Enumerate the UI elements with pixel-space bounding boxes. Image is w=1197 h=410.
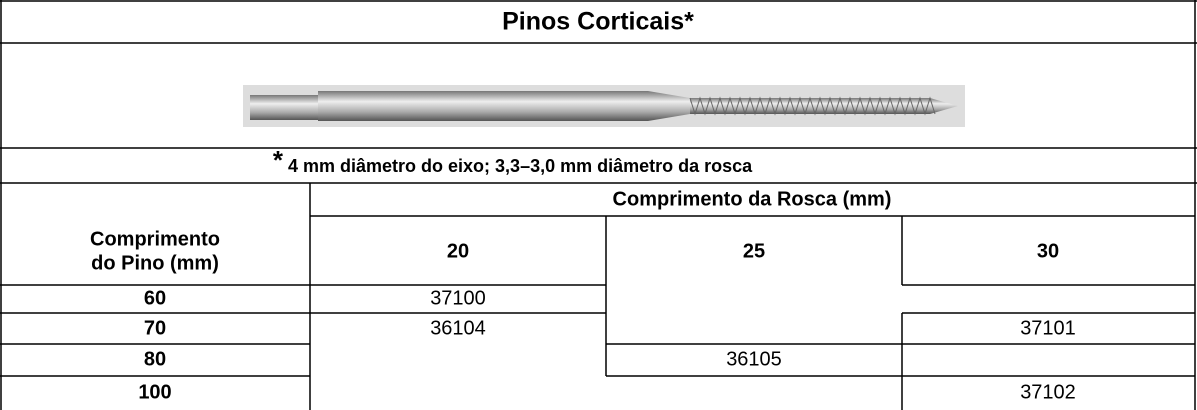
row-label: 100 xyxy=(138,381,171,403)
cell: 37100 xyxy=(430,287,486,309)
column-header: 25 xyxy=(743,240,765,262)
footnote-marker: * xyxy=(273,145,284,175)
row-header: Comprimento xyxy=(90,228,220,250)
row-label: 70 xyxy=(144,317,166,339)
group-header: Comprimento da Rosca (mm) xyxy=(613,188,892,210)
row-header: do Pino (mm) xyxy=(91,252,219,274)
cell: 36105 xyxy=(726,348,782,370)
row-label: 80 xyxy=(144,348,166,370)
column-header: 20 xyxy=(447,240,469,262)
row-label: 60 xyxy=(144,287,166,309)
cell: 37101 xyxy=(1020,317,1076,339)
cell: 37102 xyxy=(1020,381,1076,403)
footnote: 4 mm diâmetro do eixo; 3,3–3,0 mm diâmet… xyxy=(288,156,753,176)
title: Pinos Corticais* xyxy=(502,8,694,36)
column-header: 30 xyxy=(1037,240,1059,262)
cell: 36104 xyxy=(430,317,486,339)
pin-image xyxy=(243,85,965,127)
